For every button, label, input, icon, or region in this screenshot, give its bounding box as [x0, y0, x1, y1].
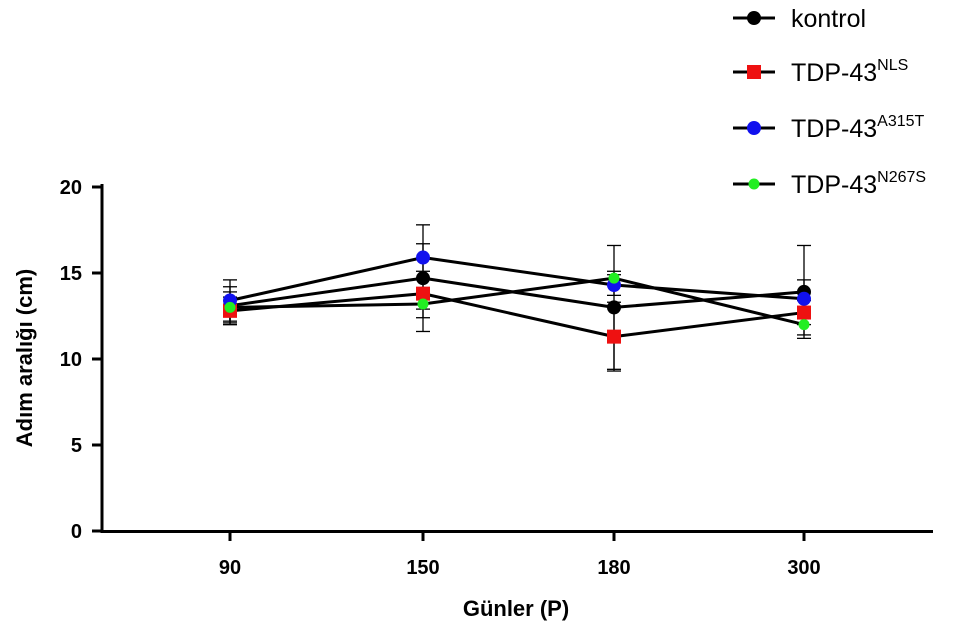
series-0-line	[229, 276, 805, 309]
data-point	[608, 272, 620, 284]
legend-item: kontrol	[733, 5, 866, 33]
y-tick-label: 0	[71, 521, 82, 543]
legend-item: TDP-43N267S	[733, 169, 926, 199]
series-layer	[223, 224, 811, 372]
data-point	[416, 271, 430, 286]
y-tick-label: 10	[60, 349, 82, 371]
data-point	[798, 319, 810, 331]
legend-marker	[747, 11, 761, 25]
series-3-line	[229, 276, 805, 327]
series-1-line	[229, 292, 805, 339]
data-point	[224, 301, 236, 313]
axes: 0 5 10 15 20 90 150 180 300	[60, 177, 933, 579]
series-2-line	[229, 256, 805, 302]
legend-label-base: TDP-43	[791, 171, 877, 199]
x-axis-title: Günler (P)	[463, 596, 569, 621]
data-point	[797, 291, 811, 306]
legend-label-base: TDP-43	[791, 59, 877, 87]
legend-marker	[747, 121, 761, 135]
legend-item: TDP-43A315T	[733, 113, 925, 143]
legend-label-base: kontrol	[791, 5, 866, 33]
data-point	[607, 329, 621, 344]
legend-label: TDP-43A315T	[791, 113, 925, 143]
x-tick-label: 300	[787, 557, 820, 579]
data-point	[797, 305, 811, 320]
legend-item: TDP-43NLS	[733, 57, 908, 87]
legend-marker	[747, 65, 761, 79]
y-tick-label: 15	[60, 263, 82, 285]
x-tick-label: 180	[597, 557, 630, 579]
legend-label: kontrol	[791, 5, 866, 33]
series-3-points	[224, 272, 810, 331]
legend-label-base: TDP-43	[791, 115, 877, 143]
data-point	[416, 286, 430, 301]
legend-label-superscript: N267S	[877, 169, 926, 186]
data-point	[416, 250, 430, 265]
legend-label: TDP-43NLS	[791, 57, 908, 87]
data-point	[607, 300, 621, 315]
legend-label: TDP-43N267S	[791, 169, 926, 199]
legend-label-superscript: NLS	[877, 57, 908, 74]
x-tick-label: 90	[219, 557, 241, 579]
legend-label-superscript: A315T	[877, 113, 924, 130]
y-axis-title: Adım aralığı (cm)	[12, 269, 37, 447]
x-tick-label: 150	[406, 557, 439, 579]
data-point	[417, 298, 429, 310]
y-tick-label: 5	[71, 435, 82, 457]
legend-marker	[748, 178, 760, 190]
y-tick-label: 20	[60, 177, 82, 199]
